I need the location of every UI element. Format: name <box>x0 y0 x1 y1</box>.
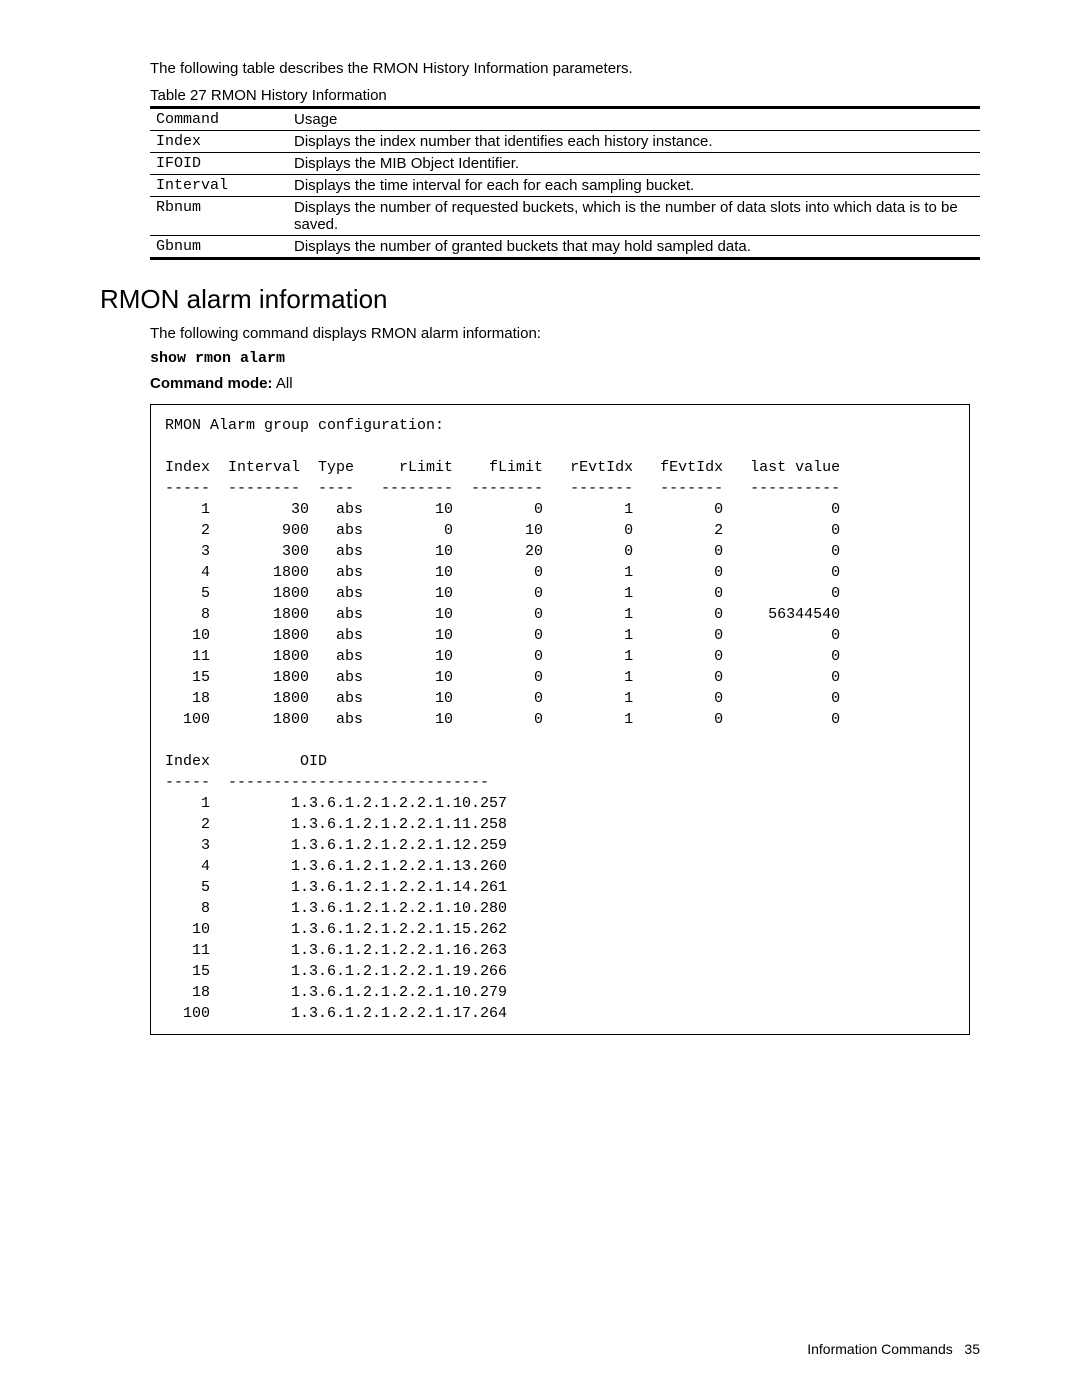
param-command: IFOID <box>150 153 294 175</box>
param-usage: Displays the index number that identifie… <box>294 131 980 153</box>
param-command: Gbnum <box>150 236 294 259</box>
param-usage: Displays the MIB Object Identifier. <box>294 153 980 175</box>
table-header-command: Command <box>150 108 294 131</box>
param-usage: Displays the time interval for each for … <box>294 175 980 197</box>
intro-paragraph: The following table describes the RMON H… <box>150 60 980 77</box>
param-table: Command Usage Index Displays the index n… <box>150 106 980 260</box>
table-caption: Table 27 RMON History Information <box>150 87 980 104</box>
page-footer: Information Commands 35 <box>807 1341 980 1357</box>
section-intro: The following command displays RMON alar… <box>150 325 980 342</box>
mode-value: All <box>276 375 293 392</box>
param-command: Rbnum <box>150 197 294 236</box>
param-usage: Displays the number of requested buckets… <box>294 197 980 236</box>
table-header-row: Command Usage <box>150 108 980 131</box>
command-mode: Command mode: All <box>150 375 980 392</box>
table-row: Index Displays the index number that ide… <box>150 131 980 153</box>
table-row: Gbnum Displays the number of granted buc… <box>150 236 980 259</box>
command-code: show rmon alarm <box>150 350 980 367</box>
section-heading: RMON alarm information <box>100 284 980 315</box>
mode-label: Command mode: <box>150 375 273 392</box>
table-header-usage: Usage <box>294 108 980 131</box>
page: The following table describes the RMON H… <box>0 0 1080 1397</box>
footer-page: 35 <box>964 1341 980 1357</box>
param-command: Interval <box>150 175 294 197</box>
table-row: Rbnum Displays the number of requested b… <box>150 197 980 236</box>
footer-label: Information Commands <box>807 1341 953 1357</box>
param-command: Index <box>150 131 294 153</box>
param-usage: Displays the number of granted buckets t… <box>294 236 980 259</box>
terminal-output: RMON Alarm group configuration: Index In… <box>150 404 970 1035</box>
table-row: IFOID Displays the MIB Object Identifier… <box>150 153 980 175</box>
table-row: Interval Displays the time interval for … <box>150 175 980 197</box>
